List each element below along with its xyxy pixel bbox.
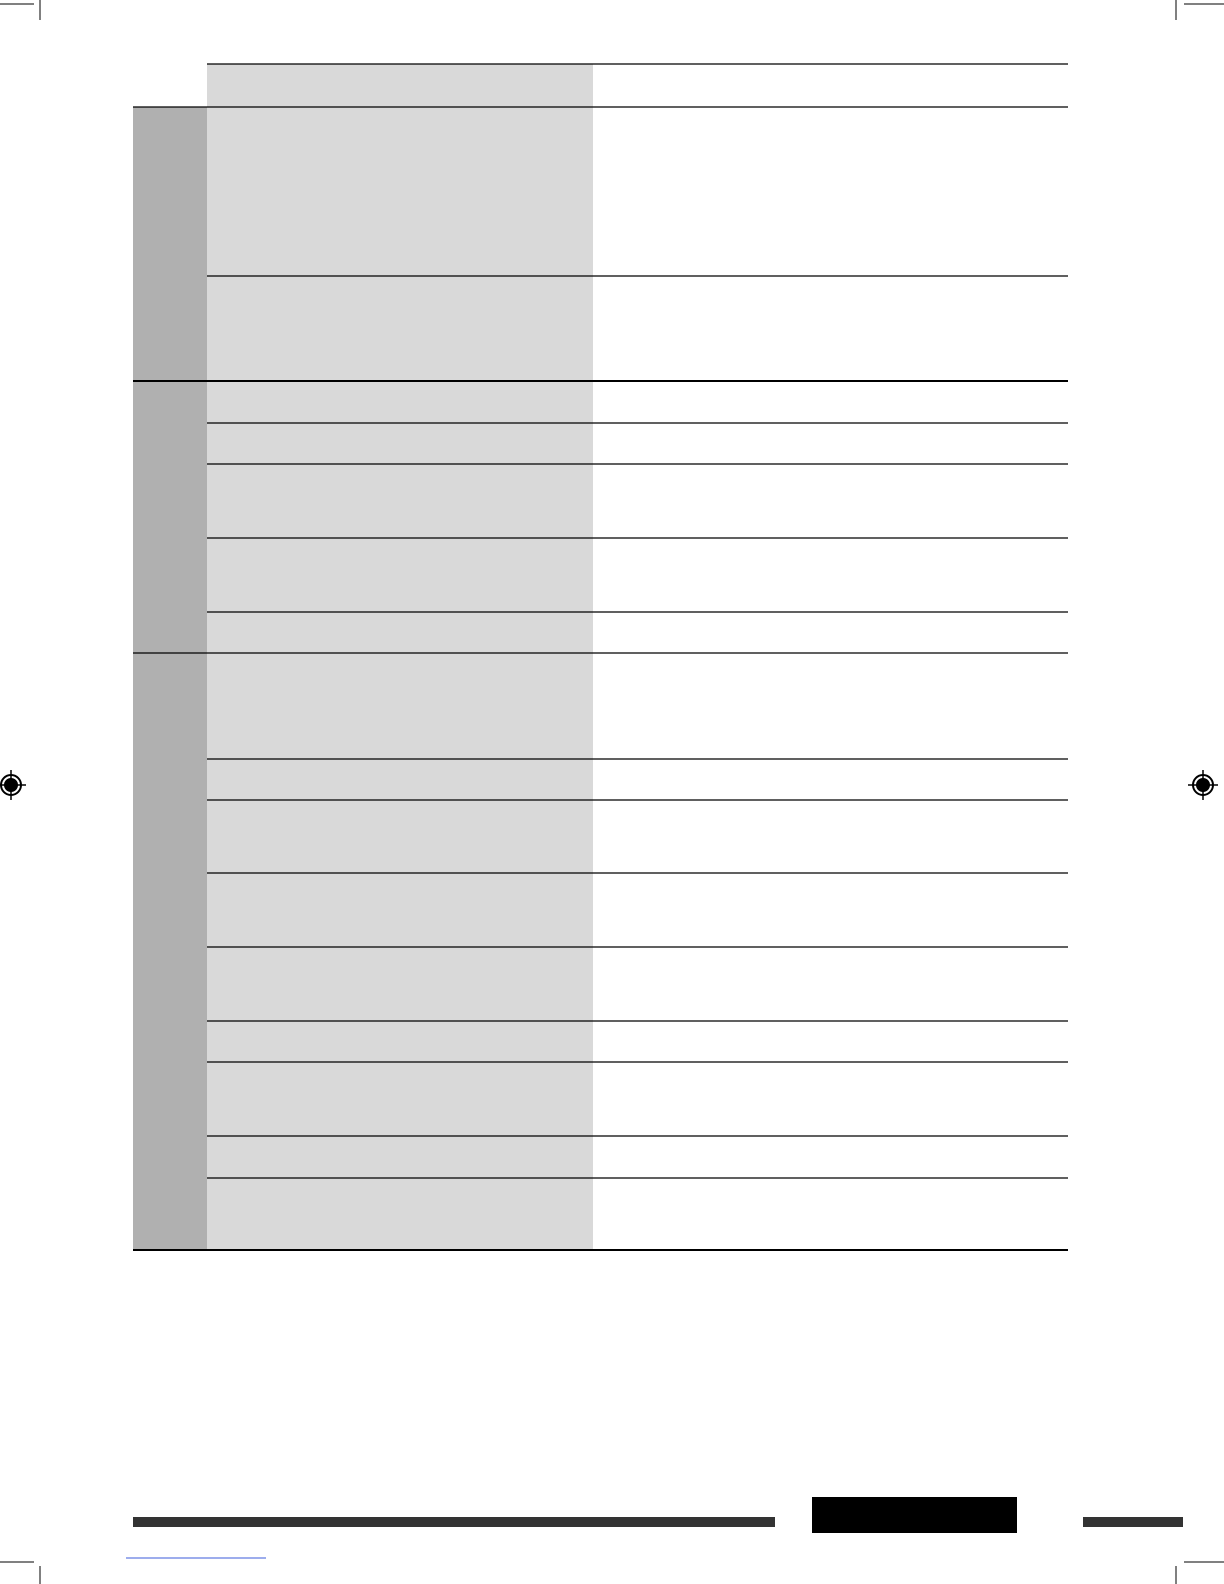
registration-mark xyxy=(1188,770,1218,800)
footer-bar xyxy=(133,1517,775,1527)
registration-mark xyxy=(0,770,26,800)
table-rules xyxy=(133,63,1068,1251)
page-number-box xyxy=(812,1497,1017,1533)
footer-bar xyxy=(1083,1517,1183,1527)
section-column xyxy=(133,107,207,1250)
label-column xyxy=(207,64,593,1250)
